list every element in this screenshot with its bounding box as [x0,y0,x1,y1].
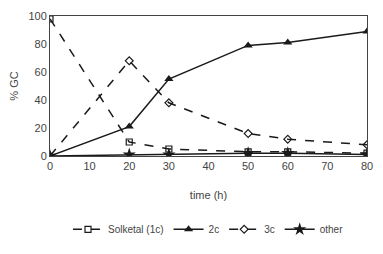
svg-text:20: 20 [35,122,47,134]
svg-text:40: 40 [35,94,47,106]
svg-text:other: other [320,224,343,235]
svg-text:70: 70 [321,160,333,172]
svg-text:3c: 3c [264,224,275,235]
svg-text:20: 20 [123,160,135,172]
svg-text:10: 10 [84,160,96,172]
svg-text:60: 60 [35,66,47,78]
svg-text:Solketal (1c): Solketal (1c) [108,224,164,235]
svg-text:2c: 2c [209,224,220,235]
svg-text:0: 0 [47,160,53,172]
svg-text:time (h): time (h) [190,189,227,201]
svg-text:30: 30 [163,160,175,172]
svg-text:40: 40 [202,160,214,172]
svg-text:100: 100 [28,10,46,22]
svg-text:80: 80 [35,38,47,50]
svg-text:0: 0 [41,150,47,162]
svg-text:60: 60 [282,160,294,172]
svg-text:50: 50 [242,160,254,172]
svg-text:80: 80 [361,160,373,172]
svg-text:% GC: % GC [8,71,20,100]
